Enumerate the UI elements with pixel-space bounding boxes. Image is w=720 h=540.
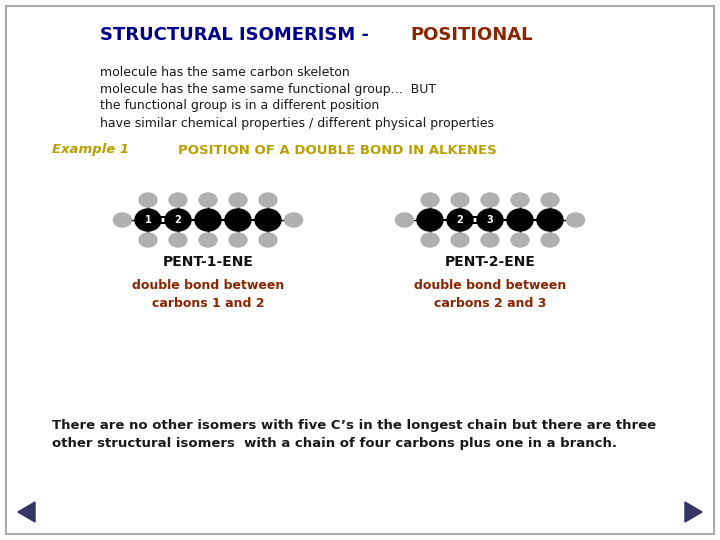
Text: 3: 3 <box>487 215 493 225</box>
Text: 2: 2 <box>175 215 181 225</box>
Text: other structural isomers  with a chain of four carbons plus one in a branch.: other structural isomers with a chain of… <box>52 436 617 449</box>
Ellipse shape <box>195 209 221 231</box>
Ellipse shape <box>507 209 533 231</box>
Ellipse shape <box>481 233 499 247</box>
Ellipse shape <box>139 233 157 247</box>
Polygon shape <box>18 502 35 522</box>
Text: double bond between
carbons 1 and 2: double bond between carbons 1 and 2 <box>132 279 284 310</box>
Ellipse shape <box>511 193 529 207</box>
Ellipse shape <box>395 213 413 227</box>
Ellipse shape <box>199 233 217 247</box>
Text: PENT-1-ENE: PENT-1-ENE <box>163 255 253 269</box>
Text: 2: 2 <box>456 215 464 225</box>
Text: the functional group is in a different position: the functional group is in a different p… <box>100 99 379 112</box>
Ellipse shape <box>229 193 247 207</box>
Ellipse shape <box>567 213 585 227</box>
Polygon shape <box>685 502 702 522</box>
Text: PENT-2-ENE: PENT-2-ENE <box>444 255 536 269</box>
Ellipse shape <box>229 233 247 247</box>
Ellipse shape <box>165 209 191 231</box>
Ellipse shape <box>284 213 302 227</box>
Ellipse shape <box>447 209 473 231</box>
Ellipse shape <box>169 193 187 207</box>
Ellipse shape <box>537 209 563 231</box>
Text: POSITION OF A DOUBLE BOND IN ALKENES: POSITION OF A DOUBLE BOND IN ALKENES <box>178 144 497 157</box>
Ellipse shape <box>451 193 469 207</box>
Ellipse shape <box>259 193 277 207</box>
Ellipse shape <box>451 233 469 247</box>
Text: POSITIONAL: POSITIONAL <box>410 26 533 44</box>
Ellipse shape <box>199 193 217 207</box>
Ellipse shape <box>477 209 503 231</box>
Text: 1: 1 <box>145 215 151 225</box>
Ellipse shape <box>114 213 132 227</box>
Ellipse shape <box>421 193 439 207</box>
Ellipse shape <box>541 233 559 247</box>
Ellipse shape <box>481 193 499 207</box>
Ellipse shape <box>511 233 529 247</box>
Text: have similar chemical properties / different physical properties: have similar chemical properties / diffe… <box>100 117 494 130</box>
Ellipse shape <box>541 193 559 207</box>
Ellipse shape <box>169 233 187 247</box>
Ellipse shape <box>135 209 161 231</box>
Text: molecule has the same carbon skeleton: molecule has the same carbon skeleton <box>100 65 350 78</box>
Text: double bond between
carbons 2 and 3: double bond between carbons 2 and 3 <box>414 279 566 310</box>
Ellipse shape <box>259 233 277 247</box>
Text: molecule has the same same functional group...  BUT: molecule has the same same functional gr… <box>100 83 436 96</box>
FancyBboxPatch shape <box>6 6 714 534</box>
Text: STRUCTURAL ISOMERISM -: STRUCTURAL ISOMERISM - <box>100 26 375 44</box>
Ellipse shape <box>255 209 281 231</box>
Ellipse shape <box>417 209 443 231</box>
Text: There are no other isomers with five C’s in the longest chain but there are thre: There are no other isomers with five C’s… <box>52 418 656 431</box>
Ellipse shape <box>421 233 439 247</box>
Text: Example 1: Example 1 <box>52 144 129 157</box>
Ellipse shape <box>225 209 251 231</box>
Ellipse shape <box>139 193 157 207</box>
